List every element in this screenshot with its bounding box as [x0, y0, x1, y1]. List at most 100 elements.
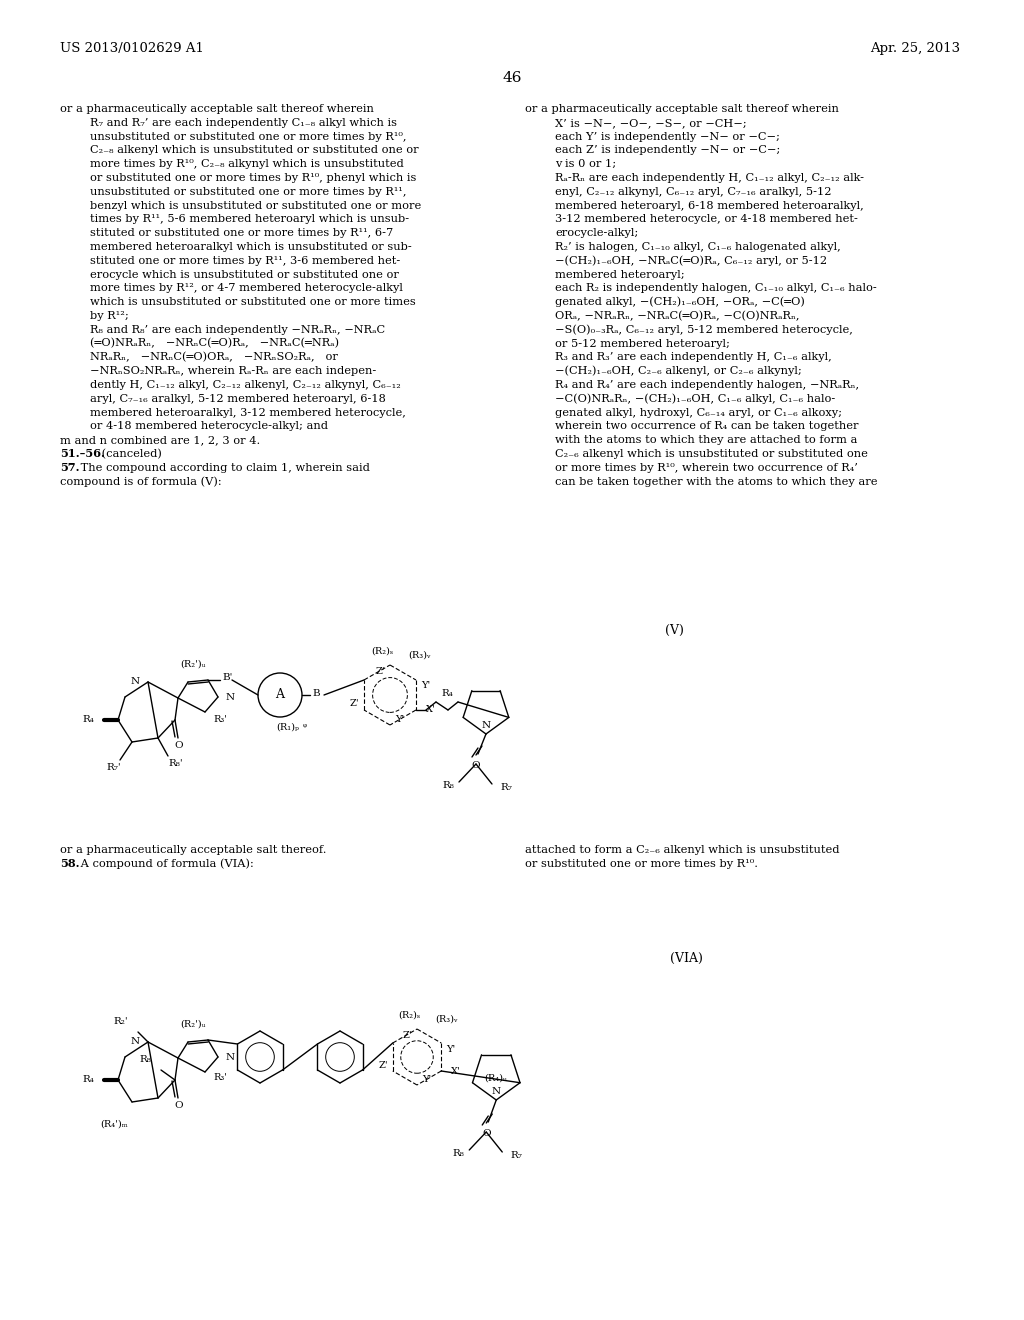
- Text: aryl, C₇₋₁₆ aralkyl, 5-12 membered heteroaryl, 6-18: aryl, C₇₋₁₆ aralkyl, 5-12 membered heter…: [90, 393, 386, 404]
- Text: or a pharmaceutically acceptable salt thereof.: or a pharmaceutically acceptable salt th…: [60, 845, 327, 855]
- Text: times by R¹¹, 5-6 membered heteroaryl which is unsub-: times by R¹¹, 5-6 membered heteroaryl wh…: [90, 214, 410, 224]
- Text: R₂’ is halogen, C₁₋₁₀ alkyl, C₁₋₆ halogenated alkyl,: R₂’ is halogen, C₁₋₁₀ alkyl, C₁₋₆ haloge…: [555, 242, 841, 252]
- Text: N: N: [492, 1088, 501, 1097]
- Text: Z': Z': [402, 1031, 412, 1040]
- Text: Y': Y': [395, 714, 404, 723]
- Text: A compound of formula (VIA):: A compound of formula (VIA):: [77, 858, 254, 869]
- Text: Y': Y': [422, 1074, 431, 1084]
- Text: X': X': [452, 1067, 461, 1076]
- Text: O: O: [175, 742, 183, 751]
- Text: O: O: [175, 1101, 183, 1110]
- Text: Rₐ-Rₙ are each independently H, C₁₋₁₂ alkyl, C₂₋₁₂ alk-: Rₐ-Rₙ are each independently H, C₁₋₁₂ al…: [555, 173, 864, 183]
- Text: with the atoms to which they are attached to form a: with the atoms to which they are attache…: [555, 436, 857, 445]
- Text: 3-12 membered heterocycle, or 4-18 membered het-: 3-12 membered heterocycle, or 4-18 membe…: [555, 214, 858, 224]
- Text: −NRₙSO₂NRₐRₙ, wherein Rₐ-Rₙ are each indepen-: −NRₙSO₂NRₐRₙ, wherein Rₐ-Rₙ are each ind…: [90, 366, 376, 376]
- Text: m and n combined are 1, 2, 3 or 4.: m and n combined are 1, 2, 3 or 4.: [60, 436, 260, 445]
- Text: A: A: [275, 689, 285, 701]
- Text: each Z’ is independently −N− or −C−;: each Z’ is independently −N− or −C−;: [555, 145, 780, 156]
- Text: N: N: [226, 1052, 236, 1061]
- Text: B: B: [312, 689, 319, 697]
- Text: by R¹²;: by R¹²;: [90, 312, 129, 321]
- Text: genated alkyl, −(CH₂)₁₋₆OH, −ORₐ, −C(═O): genated alkyl, −(CH₂)₁₋₆OH, −ORₐ, −C(═O): [555, 297, 805, 308]
- Text: (R₄')ₘ: (R₄')ₘ: [100, 1119, 128, 1129]
- Text: 51.–56.: 51.–56.: [60, 447, 104, 459]
- Text: X’ is −N−, −O−, −S−, or −CH−;: X’ is −N−, −O−, −S−, or −CH−;: [555, 117, 746, 128]
- Text: v is 0 or 1;: v is 0 or 1;: [555, 160, 616, 169]
- Text: ORₐ, −NRₐRₙ, −NRₐC(═O)Rₐ, −C(O)NRₐRₙ,: ORₐ, −NRₐRₙ, −NRₐC(═O)Rₐ, −C(O)NRₐRₙ,: [555, 310, 800, 321]
- Text: R₇: R₇: [500, 783, 512, 792]
- Text: (R₃)ᵥ: (R₃)ᵥ: [409, 651, 431, 660]
- Text: genated alkyl, hydroxyl, C₆₋₁₄ aryl, or C₁₋₆ alkoxy;: genated alkyl, hydroxyl, C₆₋₁₄ aryl, or …: [555, 408, 842, 417]
- Text: 58.: 58.: [60, 858, 80, 869]
- Text: N: N: [481, 722, 490, 730]
- Text: 46: 46: [502, 71, 522, 84]
- Text: N: N: [131, 1038, 140, 1047]
- Text: US 2013/0102629 A1: US 2013/0102629 A1: [60, 42, 204, 55]
- Text: R₈: R₈: [453, 1148, 464, 1158]
- Text: or a pharmaceutically acceptable salt thereof wherein: or a pharmaceutically acceptable salt th…: [60, 104, 374, 114]
- Text: R₃ and R₃’ are each independently H, C₁₋₆ alkyl,: R₃ and R₃’ are each independently H, C₁₋…: [555, 352, 831, 363]
- Text: R₇ and R₇’ are each independently C₁₋₈ alkyl which is: R₇ and R₇’ are each independently C₁₋₈ a…: [90, 117, 397, 128]
- Text: can be taken together with the atoms to which they are: can be taken together with the atoms to …: [555, 477, 878, 487]
- Text: (canceled): (canceled): [98, 449, 162, 459]
- Text: R₈: R₈: [442, 780, 454, 789]
- Text: unsubstituted or substituted one or more times by R¹¹,: unsubstituted or substituted one or more…: [90, 187, 407, 197]
- Text: erocycle-alkyl;: erocycle-alkyl;: [555, 228, 638, 238]
- Text: −(CH₂)₁₋₆OH, −NRₐC(═O)Rₐ, C₆₋₁₂ aryl, or 5-12: −(CH₂)₁₋₆OH, −NRₐC(═O)Rₐ, C₆₋₁₂ aryl, or…: [555, 255, 827, 265]
- Text: R₈: R₈: [139, 1056, 151, 1064]
- Text: 57.: 57.: [60, 462, 80, 473]
- Text: B': B': [222, 673, 232, 682]
- Text: Y': Y': [421, 681, 430, 690]
- Text: attached to form a C₂₋₆ alkenyl which is unsubstituted: attached to form a C₂₋₆ alkenyl which is…: [525, 845, 840, 855]
- Text: membered heteroaralkyl, 3-12 membered heterocycle,: membered heteroaralkyl, 3-12 membered he…: [90, 408, 406, 417]
- Text: membered heteroaryl, 6-18 membered heteroaralkyl,: membered heteroaryl, 6-18 membered heter…: [555, 201, 864, 211]
- Text: or substituted one or more times by R¹⁰.: or substituted one or more times by R¹⁰.: [525, 859, 758, 869]
- Text: NRₐRₙ,   −NRₙC(═O)ORₐ,   −NRₙSO₂Rₐ,   or: NRₐRₙ, −NRₙC(═O)ORₐ, −NRₙSO₂Rₐ, or: [90, 352, 338, 363]
- Text: or 4-18 membered heterocycle-alkyl; and: or 4-18 membered heterocycle-alkyl; and: [90, 421, 328, 432]
- Text: C₂₋₆ alkenyl which is unsubstituted or substituted one: C₂₋₆ alkenyl which is unsubstituted or s…: [555, 449, 868, 459]
- Text: Y': Y': [446, 1044, 456, 1053]
- Text: Z': Z': [349, 700, 359, 709]
- Text: (R₂')ᵤ: (R₂')ᵤ: [180, 660, 206, 668]
- Text: each R₂ is independently halogen, C₁₋₁₀ alkyl, C₁₋₆ halo-: each R₂ is independently halogen, C₁₋₁₀ …: [555, 284, 877, 293]
- Text: (R₂)ₛ: (R₂)ₛ: [371, 647, 393, 656]
- Text: or substituted one or more times by R¹⁰, phenyl which is: or substituted one or more times by R¹⁰,…: [90, 173, 417, 183]
- Text: each Y’ is independently −N− or −C−;: each Y’ is independently −N− or −C−;: [555, 132, 780, 141]
- Text: unsubstituted or substituted one or more times by R¹⁰,: unsubstituted or substituted one or more…: [90, 132, 407, 141]
- Text: (V): (V): [665, 623, 684, 636]
- Text: C₂₋₈ alkenyl which is unsubstituted or substituted one or: C₂₋₈ alkenyl which is unsubstituted or s…: [90, 145, 419, 156]
- Text: Z': Z': [378, 1060, 388, 1069]
- Text: R₂': R₂': [114, 1018, 128, 1027]
- Text: −C(O)NRₐRₙ, −(CH₂)₁₋₆OH, C₁₋₆ alkyl, C₁₋₆ halo-: −C(O)NRₐRₙ, −(CH₂)₁₋₆OH, C₁₋₆ alkyl, C₁₋…: [555, 393, 836, 404]
- Text: stituted one or more times by R¹¹, 3-6 membered het-: stituted one or more times by R¹¹, 3-6 m…: [90, 256, 400, 265]
- Text: stituted or substituted one or more times by R¹¹, 6-7: stituted or substituted one or more time…: [90, 228, 393, 238]
- Text: (R₁)ₚ: (R₁)ₚ: [276, 722, 299, 731]
- Text: (VIA): (VIA): [670, 952, 702, 965]
- Text: membered heteroaralkyl which is unsubstituted or sub-: membered heteroaralkyl which is unsubsti…: [90, 242, 412, 252]
- Text: R₃': R₃': [213, 1072, 227, 1081]
- Text: R₈ and R₈’ are each independently −NRₐRₙ, −NRₐC: R₈ and R₈’ are each independently −NRₐRₙ…: [90, 325, 385, 335]
- Text: membered heteroaryl;: membered heteroaryl;: [555, 269, 685, 280]
- Text: (R₄)ᵤ: (R₄)ᵤ: [484, 1073, 507, 1082]
- Text: O: O: [472, 762, 480, 771]
- Text: wherein two occurrence of R₄ can be taken together: wherein two occurrence of R₄ can be take…: [555, 421, 858, 432]
- Text: −(CH₂)₁₋₆OH, C₂₋₆ alkenyl, or C₂₋₆ alkynyl;: −(CH₂)₁₋₆OH, C₂₋₆ alkenyl, or C₂₋₆ alkyn…: [555, 366, 802, 376]
- Text: compound is of formula (V):: compound is of formula (V):: [60, 477, 221, 487]
- Text: which is unsubstituted or substituted one or more times: which is unsubstituted or substituted on…: [90, 297, 416, 308]
- Text: (R₃)ᵥ: (R₃)ᵥ: [435, 1015, 459, 1023]
- Text: R₄ and R₄’ are each independently halogen, −NRₐRₙ,: R₄ and R₄’ are each independently haloge…: [555, 380, 859, 389]
- Text: N: N: [226, 693, 236, 701]
- Text: Z': Z': [376, 667, 385, 676]
- Text: R₇': R₇': [106, 763, 121, 772]
- Text: N: N: [131, 677, 140, 686]
- Text: O: O: [482, 1130, 490, 1138]
- Text: or more times by R¹⁰, wherein two occurrence of R₄’: or more times by R¹⁰, wherein two occurr…: [555, 463, 858, 473]
- Text: (═O)NRₐRₙ,   −NRₙC(═O)Rₐ,   −NRₐC(═NRₐ): (═O)NRₐRₙ, −NRₙC(═O)Rₐ, −NRₐC(═NRₐ): [90, 338, 339, 348]
- Text: ᵩ: ᵩ: [303, 721, 307, 730]
- Text: dently H, C₁₋₁₂ alkyl, C₂₋₁₂ alkenyl, C₂₋₁₂ alkynyl, C₆₋₁₂: dently H, C₁₋₁₂ alkyl, C₂₋₁₂ alkenyl, C₂…: [90, 380, 400, 389]
- Text: enyl, C₂₋₁₂ alkynyl, C₆₋₁₂ aryl, C₇₋₁₆ aralkyl, 5-12: enyl, C₂₋₁₂ alkynyl, C₆₋₁₂ aryl, C₇₋₁₆ a…: [555, 187, 831, 197]
- Text: erocycle which is unsubstituted or substituted one or: erocycle which is unsubstituted or subst…: [90, 269, 399, 280]
- Text: R₃': R₃': [213, 715, 227, 725]
- Text: R₄: R₄: [441, 689, 453, 698]
- Text: benzyl which is unsubstituted or substituted one or more: benzyl which is unsubstituted or substit…: [90, 201, 421, 211]
